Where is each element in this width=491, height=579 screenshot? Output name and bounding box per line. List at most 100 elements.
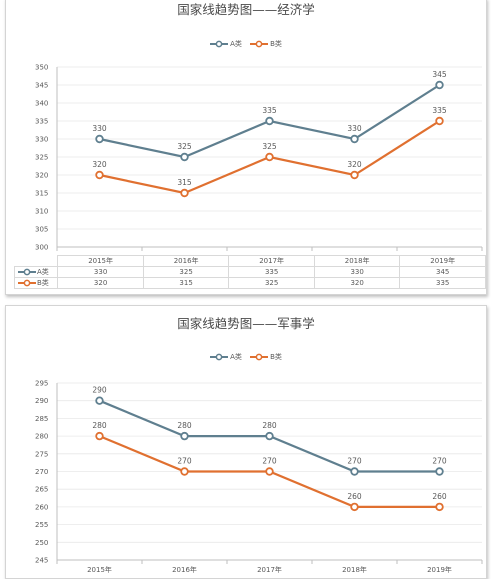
y-tick-label: 325 [35,154,48,162]
data-table-row-b: B类 320 315 325 320 335 [13,277,486,289]
x-tick-label: 2018年 [342,565,367,574]
legend-item-a: A类 [210,39,242,49]
data-table-header: 2017年 [228,255,315,267]
data-point [350,170,359,180]
x-tick-label: 2017年 [257,565,282,574]
data-point [95,431,104,441]
data-table-cell: 320 [57,277,144,289]
y-tick-label: 255 [35,521,48,529]
data-point [95,396,104,405]
legend-swatch-b [18,279,36,287]
data-point [435,467,444,476]
legend-item-b: B类 [250,352,282,362]
data-table-row-label: B类 [37,279,49,287]
chart-legend: A类 B类 [6,352,486,363]
y-tick-label: 275 [35,450,48,458]
data-point [435,502,444,512]
x-tick-label: 2019年 [427,565,452,574]
y-tick-label: 280 [35,433,48,441]
x-tick-label: 2015年 [87,565,112,574]
data-table-cell: 325 [142,266,230,278]
legend-swatch-a [210,353,229,361]
data-table-cell: 330 [57,266,144,278]
legend-label-a: A类 [230,40,242,48]
chart-panel-military: 国家线趋势图——军事学 A类 B类 245 250 255 260 265 270 275 2… [5,305,487,579]
data-label: 325 [262,142,277,151]
data-table-header-row: 2015年 2016年 2017年 2018年 2019年 [14,255,486,267]
y-tick-label: 270 [35,468,48,476]
y-tick-label: 285 [35,415,48,423]
data-label: 280 [177,421,192,430]
chart-plot-military: 245 250 255 260 265 270 275 280 285 290 295 2015年 20… [35,380,483,574]
data-point [435,116,444,126]
chart-title: 国家线趋势图——经济学 [177,2,315,17]
data-point [180,467,189,476]
y-tick-label: 315 [35,190,48,198]
chart-panel-economics: 国家线趋势图——经济学 A类 B类 300 305 310 315 320 325 330 3… [5,0,487,295]
data-label: 330 [347,124,362,133]
chart-plot-economics: 300 305 310 315 320 325 330 335 340 345 350 330 325 3… [35,64,483,252]
data-table-header: 2019年 [399,255,486,267]
data-table-row-a: A类 330 325 335 330 345 [13,266,486,278]
y-tick-label: 260 [35,503,48,511]
chart-title: 国家线趋势图——军事学 [177,316,315,331]
data-label: 345 [432,70,447,79]
data-point [180,152,189,162]
data-point [265,116,274,126]
data-label: 315 [177,178,192,187]
data-label: 325 [177,142,192,151]
data-label: 290 [92,386,107,395]
data-label: 260 [432,492,447,501]
data-point [435,80,444,90]
data-point [350,134,359,144]
data-table-cell: 315 [142,277,230,289]
data-table-header: 2018年 [313,255,401,267]
y-tick-label: 310 [35,208,48,216]
data-label: 320 [92,160,107,169]
legend-label-b: B类 [270,40,282,48]
data-table-header: 2016年 [142,255,230,267]
y-tick-label: 340 [35,100,48,108]
data-table-cell: 335 [228,266,315,278]
y-tick-label: 250 [35,539,48,547]
data-point [265,431,274,441]
legend-swatch-a [18,268,36,276]
data-table-cell: 320 [313,277,401,289]
data-label: 280 [262,421,277,430]
data-point [95,170,104,180]
data-label: 270 [262,457,277,466]
data-point [180,431,189,441]
data-point [180,188,189,198]
data-table-cell: 345 [399,266,486,278]
data-label: 335 [432,106,447,115]
data-table: 2015年 2016年 2017年 2018年 2019年 A类 330 325… [13,255,486,289]
data-label: 330 [92,124,107,133]
data-point [95,134,104,144]
data-table-header: 2015年 [57,255,144,267]
data-table-cell: 325 [228,277,315,289]
data-label: 270 [432,457,447,466]
legend-item-a: A类 [210,352,242,362]
legend-swatch-a [210,40,229,48]
data-label: 280 [92,421,107,430]
y-tick-label: 305 [35,226,48,234]
data-point [350,467,359,476]
legend-item-b: B类 [250,39,282,49]
y-tick-label: 290 [35,397,48,405]
data-table-row-label: A类 [37,268,49,276]
legend-swatch-b [250,40,269,48]
legend-label-b: B类 [270,353,282,361]
data-label: 270 [347,457,362,466]
data-table-cell: 335 [399,277,486,289]
x-tick-label: 2016年 [172,565,197,574]
y-tick-label: 265 [35,486,48,494]
data-table-cell: 330 [313,266,401,278]
y-tick-label: 320 [35,172,48,180]
chart-legend: A类 B类 [6,39,486,50]
data-point [265,152,274,162]
data-label: 270 [177,457,192,466]
y-tick-label: 300 [35,244,48,252]
y-tick-label: 245 [35,557,48,565]
y-tick-label: 295 [35,380,48,388]
y-tick-label: 345 [35,82,48,90]
